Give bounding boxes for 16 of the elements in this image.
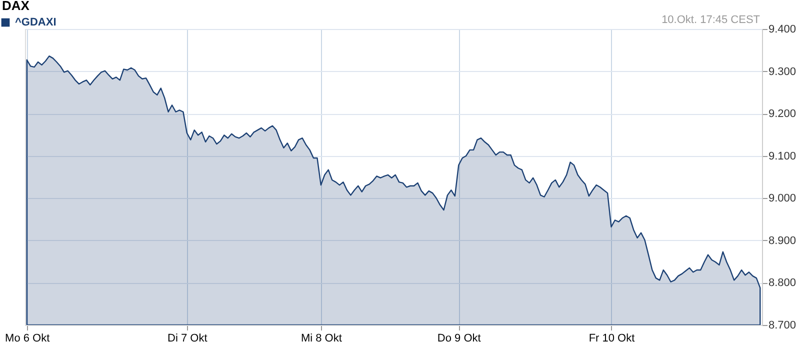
y-tick-label: 9.200 [768,108,796,120]
chart-title: DAX [2,0,30,13]
x-tick-label: Do 9 Okt [437,332,481,344]
y-tick-label: 8.900 [768,234,796,247]
x-tick-label: Di 7 Okt [168,332,208,344]
x-tick-label: Mi 8 Okt [300,332,342,344]
x-tick-label: Mo 6 Okt [5,332,50,344]
y-tick-label: 9.400 [768,24,796,36]
y-tick-label: 9.100 [768,150,796,162]
y-tick-label: 8.700 [768,320,796,332]
text: 10.Okt. 17:45 CEST [662,14,760,26]
y-tick-label: 9.300 [768,66,796,78]
x-tick-label: Fr 10 Okt [588,332,635,344]
y-tick-label: 9.000 [768,192,796,205]
y-tick-label: 8.800 [768,277,796,290]
legend-label: ^GDAXI [15,16,56,28]
